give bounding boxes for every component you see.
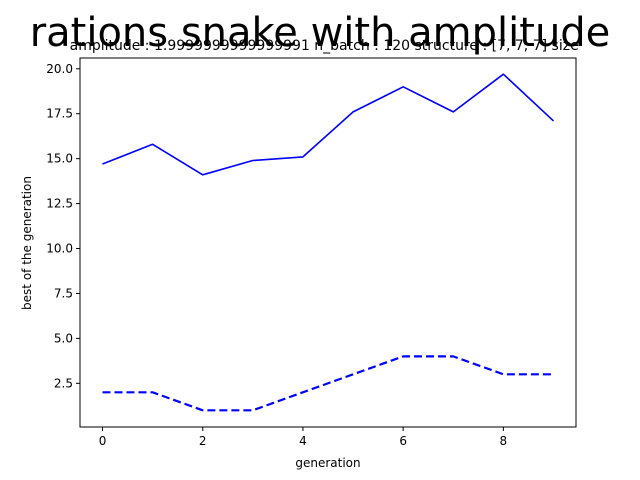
- chart-subtitle: ' amplitude : 1.9999999999999991 n_batch…: [61, 38, 578, 54]
- y-tick-label: 17.5: [46, 107, 73, 121]
- x-tick-label: 0: [99, 434, 107, 448]
- axes-frame: [79, 57, 577, 428]
- y-tick-label: 20.0: [46, 62, 73, 76]
- y-tick-label: 5.0: [54, 331, 73, 345]
- series-line-1: [102, 73, 555, 176]
- series-line-2: [102, 355, 554, 412]
- x-tick-label: 8: [500, 434, 508, 448]
- plot-area: 0 2 4 6 8 2.5 5.0 7.5 10.0 12.5 15.0 17.5 20.0: [46, 57, 577, 448]
- y-tick-label: 2.5: [54, 376, 73, 390]
- x-tick-label: 4: [299, 434, 307, 448]
- y-tick-label: 12.5: [46, 197, 73, 211]
- x-tick-label: 6: [399, 434, 407, 448]
- x-tick-label: 2: [199, 434, 207, 448]
- x-axis-label: generation: [295, 456, 360, 470]
- chart-title: rations snake with amplitude: [30, 10, 611, 56]
- y-tick-label: 7.5: [54, 286, 73, 300]
- y-axis-label: best of the generation: [20, 176, 34, 310]
- y-tick-label: 10.0: [46, 242, 73, 256]
- y-tick-label: 15.0: [46, 152, 73, 166]
